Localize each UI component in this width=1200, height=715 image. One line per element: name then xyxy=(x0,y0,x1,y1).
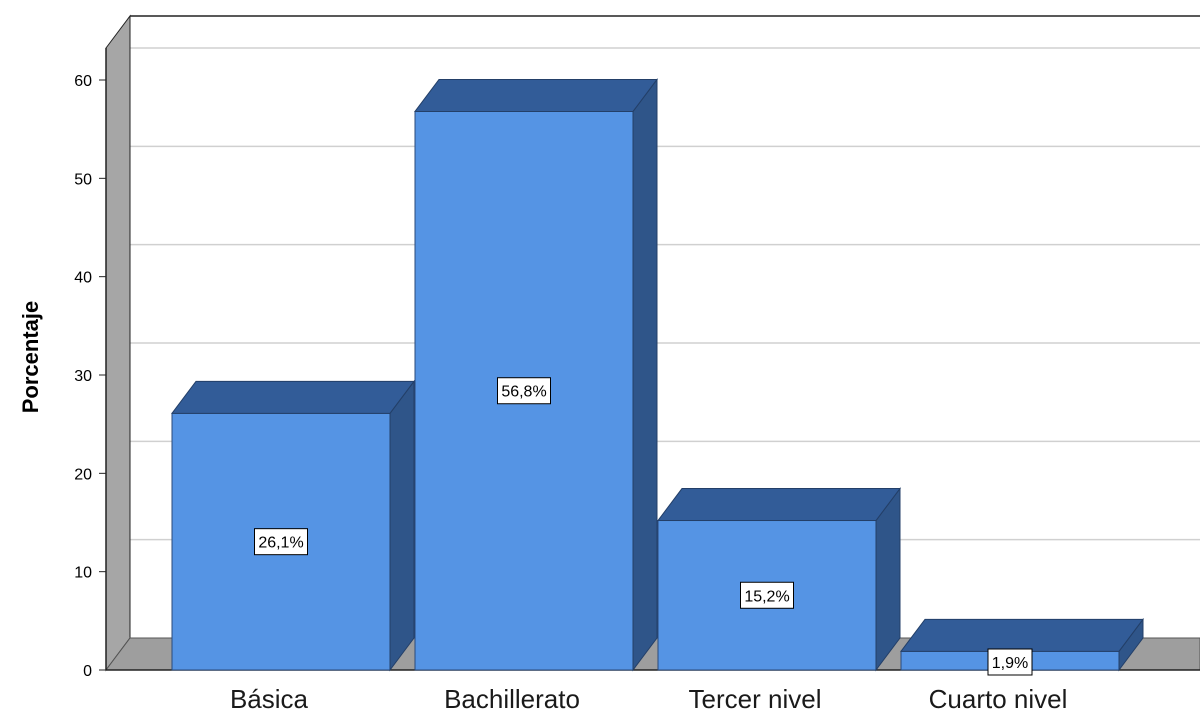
bar: 1,9% xyxy=(900,617,1144,676)
data-label-box xyxy=(740,581,794,609)
bar-top xyxy=(900,618,1144,652)
bar-top xyxy=(657,488,901,522)
y-tick-label: 0 xyxy=(83,663,92,680)
data-label: 56,8% xyxy=(501,384,546,401)
x-category-label: Cuarto nivel xyxy=(929,684,1068,714)
y-tick-label: 60 xyxy=(74,73,92,90)
y-axis-ticks: 0 10 20 30 40 50 60 xyxy=(74,73,106,680)
x-category-label: Bachillerato xyxy=(444,684,580,714)
y-axis-label: Porcentaje xyxy=(18,301,43,414)
data-label: 15,2% xyxy=(744,588,789,605)
x-category-label: Tercer nivel xyxy=(689,684,822,714)
y-tick-label: 40 xyxy=(74,270,92,287)
y-tick-label: 30 xyxy=(74,368,92,385)
x-category-label: Básica xyxy=(230,684,309,714)
bar: 26,1% xyxy=(171,379,415,672)
bar: 56,8% xyxy=(414,77,658,672)
data-label: 1,9% xyxy=(992,655,1028,672)
bar: 15,2% xyxy=(657,487,901,672)
side-wall xyxy=(105,14,131,672)
data-label-box xyxy=(254,528,308,556)
data-label-box xyxy=(987,648,1033,676)
bars: 26,1% 56,8% 15,2% 1,9% xyxy=(171,77,1144,676)
y-tick-label: 50 xyxy=(74,171,92,188)
data-label: 26,1% xyxy=(258,535,303,552)
bar-top xyxy=(171,380,415,414)
bar-side xyxy=(389,379,415,672)
x-axis-categories: Básica Bachillerato Tercer nivel Cuarto niv… xyxy=(230,684,1067,714)
bar-side xyxy=(632,77,658,672)
data-label-box xyxy=(497,377,551,405)
bar-top xyxy=(414,78,658,112)
y-tick-label: 10 xyxy=(74,565,92,582)
y-tick-label: 20 xyxy=(74,466,92,483)
